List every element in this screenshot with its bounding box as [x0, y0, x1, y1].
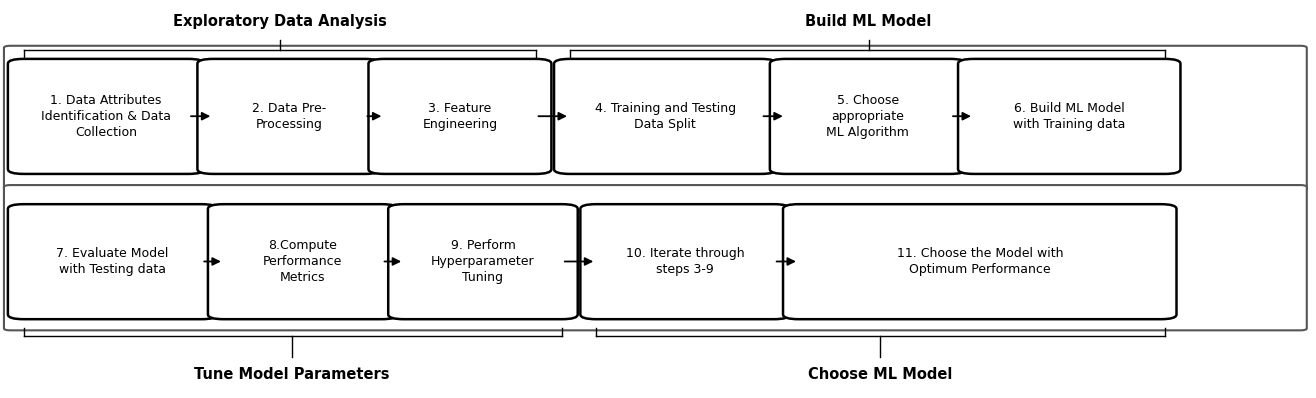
FancyBboxPatch shape	[8, 59, 204, 174]
FancyBboxPatch shape	[4, 46, 1307, 191]
Text: 6. Build ML Model
with Training data: 6. Build ML Model with Training data	[1013, 102, 1125, 131]
Text: Tune Model Parameters: Tune Model Parameters	[195, 367, 390, 382]
Text: Choose ML Model: Choose ML Model	[808, 367, 953, 382]
Text: 1. Data Attributes
Identification & Data
Collection: 1. Data Attributes Identification & Data…	[41, 94, 171, 139]
Text: 10. Iterate through
steps 3-9: 10. Iterate through steps 3-9	[625, 247, 745, 276]
Text: 7. Evaluate Model
with Testing data: 7. Evaluate Model with Testing data	[57, 247, 168, 276]
Text: Build ML Model: Build ML Model	[805, 14, 932, 29]
Text: 8.Compute
Performance
Metrics: 8.Compute Performance Metrics	[263, 239, 342, 284]
Text: 4. Training and Testing
Data Split: 4. Training and Testing Data Split	[595, 102, 736, 131]
FancyBboxPatch shape	[580, 204, 790, 319]
Text: 9. Perform
Hyperparameter
Tuning: 9. Perform Hyperparameter Tuning	[432, 239, 534, 284]
Text: Exploratory Data Analysis: Exploratory Data Analysis	[174, 14, 387, 29]
Text: 5. Choose
appropriate
ML Algorithm: 5. Choose appropriate ML Algorithm	[826, 94, 909, 139]
FancyBboxPatch shape	[4, 185, 1307, 330]
FancyBboxPatch shape	[368, 59, 551, 174]
FancyBboxPatch shape	[197, 59, 380, 174]
Text: 11. Choose the Model with
Optimum Performance: 11. Choose the Model with Optimum Perfor…	[896, 247, 1063, 276]
FancyBboxPatch shape	[770, 59, 966, 174]
FancyBboxPatch shape	[554, 59, 776, 174]
Text: 3. Feature
Engineering: 3. Feature Engineering	[422, 102, 497, 131]
FancyBboxPatch shape	[8, 204, 217, 319]
Text: 2. Data Pre-
Processing: 2. Data Pre- Processing	[251, 102, 326, 131]
FancyBboxPatch shape	[958, 59, 1180, 174]
FancyBboxPatch shape	[783, 204, 1177, 319]
FancyBboxPatch shape	[388, 204, 578, 319]
FancyBboxPatch shape	[208, 204, 397, 319]
